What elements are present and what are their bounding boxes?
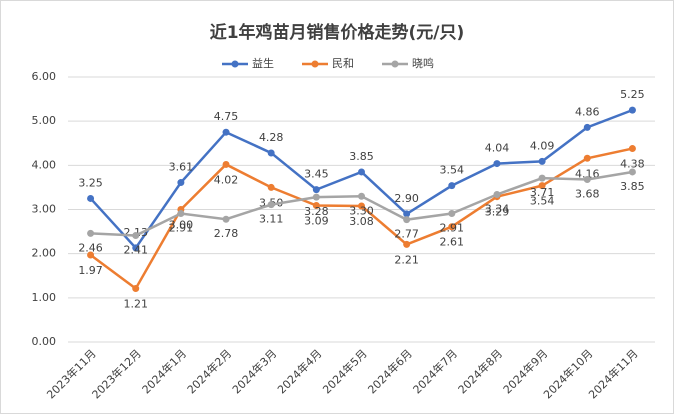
data-point: [538, 157, 546, 165]
data-point: [312, 202, 320, 210]
data-label: 2.90: [394, 192, 419, 205]
data-point: [222, 128, 230, 136]
data-point: [177, 179, 185, 187]
legend-label: 民和: [332, 57, 354, 70]
data-point: [493, 190, 501, 198]
y-tick-label: 6.00: [32, 70, 57, 83]
data-label: 3.54: [530, 195, 555, 208]
y-tick-label: 3.00: [32, 203, 57, 216]
data-label: 4.02: [214, 173, 239, 186]
data-label: 3.71: [530, 186, 555, 199]
data-point: [267, 201, 275, 209]
y-tick-label: 1.00: [32, 291, 57, 304]
data-point: [222, 215, 230, 223]
data-label: 2.91: [440, 221, 465, 234]
data-point: [628, 106, 636, 114]
data-point: [312, 186, 320, 194]
legend-marker: [311, 60, 319, 68]
data-label: 3.34: [485, 202, 510, 215]
data-point: [583, 154, 591, 162]
data-point: [583, 175, 591, 183]
y-tick-label: 4.00: [32, 158, 57, 171]
data-label: 4.75: [214, 110, 239, 123]
legend-marker: [231, 60, 239, 68]
data-point: [493, 160, 501, 168]
data-point: [583, 123, 591, 131]
data-label: 4.86: [575, 105, 600, 118]
data-point: [358, 192, 365, 200]
data-point: [267, 183, 275, 191]
data-point: [403, 216, 411, 224]
data-label: 2.21: [394, 253, 419, 266]
data-point: [358, 202, 365, 210]
data-label: 3.54: [440, 164, 465, 177]
data-label: 4.28: [259, 131, 284, 144]
data-point: [177, 209, 185, 217]
data-label: 3.25: [78, 176, 103, 189]
data-point: [448, 209, 456, 217]
data-label: 3.29: [485, 206, 510, 219]
data-point: [403, 210, 411, 218]
data-label: 3.61: [169, 161, 194, 174]
data-point: [87, 194, 95, 202]
data-point: [132, 244, 140, 252]
data-label: 2.61: [440, 236, 465, 249]
data-label: 2.77: [394, 228, 419, 241]
data-label: 3.11: [259, 213, 284, 226]
data-point: [448, 223, 456, 231]
data-point: [267, 149, 275, 157]
data-label: 4.04: [485, 142, 510, 155]
data-label: 3.45: [304, 168, 329, 181]
data-label: 3.08: [349, 215, 374, 228]
data-point: [222, 160, 230, 168]
data-label: 3.00: [169, 219, 194, 232]
data-label: 3.09: [304, 215, 329, 228]
data-label: 3.30: [349, 204, 374, 217]
data-label: 3.85: [349, 150, 374, 163]
data-label: 1.21: [123, 298, 148, 311]
data-point: [628, 168, 636, 176]
data-point: [538, 174, 546, 182]
data-point: [448, 182, 456, 190]
data-label: 2.91: [169, 221, 194, 234]
data-point: [628, 145, 636, 153]
data-label: 3.68: [575, 187, 600, 200]
data-label: 5.25: [620, 88, 645, 101]
data-point: [132, 232, 140, 240]
data-point: [312, 193, 320, 201]
data-point: [538, 182, 546, 190]
data-label: 3.85: [620, 180, 645, 193]
legend-marker: [391, 60, 399, 68]
legend-label: 晓鸣: [412, 56, 434, 70]
data-label: 2.46: [78, 241, 103, 254]
data-label: 4.38: [620, 158, 645, 171]
chart-title: 近1年鸡苗月销售价格走势(元/只): [210, 22, 465, 43]
data-label: 4.16: [575, 167, 600, 180]
data-point: [358, 168, 365, 176]
data-label: 4.09: [530, 139, 555, 152]
data-label: 2.78: [214, 227, 239, 240]
data-point: [87, 251, 95, 259]
data-point: [403, 240, 411, 248]
y-tick-label: 2.00: [32, 247, 57, 260]
data-label: 1.97: [78, 264, 103, 277]
y-tick-label: 5.00: [32, 114, 57, 127]
data-point: [132, 285, 140, 293]
y-tick-label: 0.00: [32, 335, 57, 348]
data-label: 2.41: [123, 244, 148, 257]
data-point: [87, 229, 95, 237]
legend-label: 益生: [252, 56, 274, 70]
data-label: 3.28: [304, 205, 329, 218]
